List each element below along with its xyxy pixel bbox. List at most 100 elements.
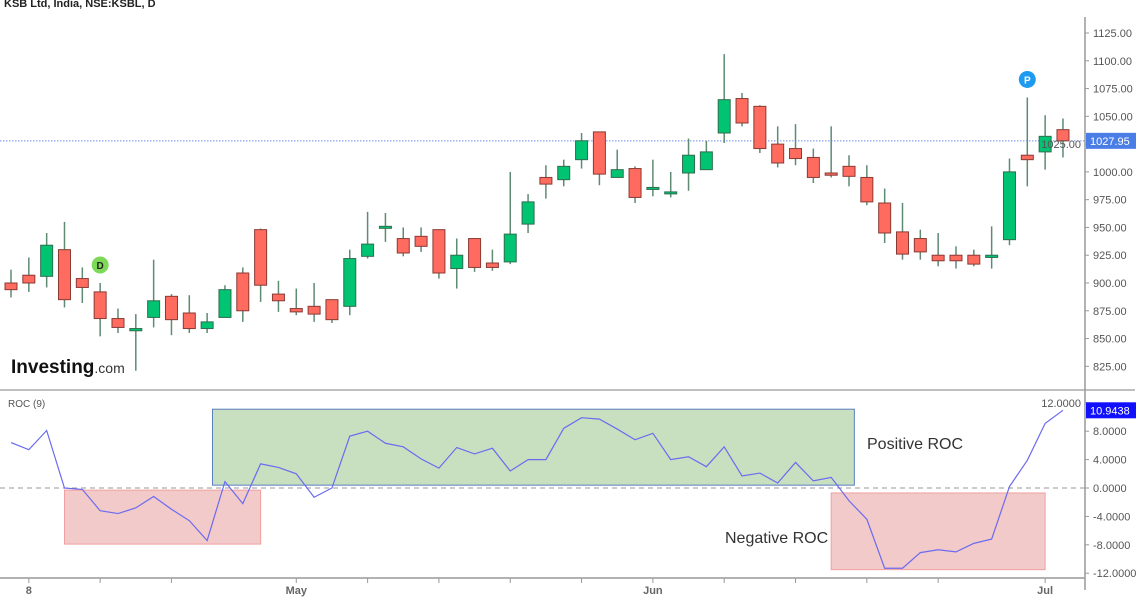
candle-body-up [985, 254, 999, 258]
candle [271, 280, 285, 312]
candle-body-up [343, 258, 357, 307]
candle-body-down [896, 231, 909, 255]
candle [539, 165, 553, 199]
negative-roc-box-early [63, 489, 262, 545]
candle [1020, 97, 1034, 187]
candle-body-up [450, 254, 464, 270]
price-tick-label: 850.00 [1093, 334, 1127, 346]
candle-body-up [147, 300, 161, 318]
candle-body-down [806, 156, 820, 178]
candle [1002, 158, 1016, 246]
candle [557, 159, 571, 187]
candle-body-down [1056, 129, 1070, 142]
candle-body-up [218, 289, 232, 318]
negative-roc-label: Negative ROC [725, 530, 828, 547]
candle-body-down [628, 168, 642, 198]
candle [735, 92, 749, 127]
negative-roc-box [830, 492, 1046, 571]
candle [789, 124, 803, 166]
price-tick-label: 1050.00 [1093, 111, 1133, 123]
candle-body-up [682, 154, 696, 174]
price-tick-label: 975.00 [1093, 195, 1127, 207]
candle-body-up [40, 244, 54, 277]
roc-tick-label: 8.0000 [1093, 426, 1127, 438]
price-tick-label: 1075.00 [1093, 84, 1133, 96]
last-price-badge [1086, 132, 1136, 149]
candle [218, 285, 232, 318]
candle [575, 132, 589, 169]
candle-body-down [254, 229, 268, 286]
candle-body-up [664, 191, 678, 195]
candle-body-down [271, 293, 285, 302]
candle-body-down [111, 318, 125, 328]
candle-body-down [931, 254, 945, 262]
candle [521, 194, 535, 233]
candle-body-up [503, 233, 517, 263]
price-tick-label: 875.00 [1093, 306, 1127, 318]
candle [432, 229, 446, 279]
x-tick-label: 8 [26, 585, 32, 597]
candle [860, 165, 874, 206]
candle [450, 238, 464, 289]
candle [75, 267, 89, 303]
candle [307, 282, 321, 322]
candle-body-down [4, 282, 18, 291]
candle [949, 246, 963, 269]
roc-tick-label: -8.0000 [1093, 540, 1130, 552]
candle-body-down [75, 278, 89, 288]
candle [111, 308, 125, 333]
candle [468, 238, 482, 272]
candle-body-down [432, 229, 446, 274]
candle-body-up [575, 140, 589, 161]
roc-tick-label: -4.0000 [1093, 511, 1130, 523]
roc-indicator-title: ROC (9) [8, 399, 45, 410]
candle [896, 202, 909, 260]
candle-body-down [289, 308, 303, 313]
candle-body-down [22, 274, 36, 284]
marker-p-icon [1018, 70, 1036, 88]
candle [414, 227, 428, 252]
candle-body-down [824, 172, 838, 176]
candle-body-down [967, 254, 981, 265]
price-tick-label: 925.00 [1093, 250, 1127, 262]
positive-roc-box [211, 408, 855, 486]
candle-body-up [1038, 135, 1052, 153]
candle [57, 221, 71, 308]
candle-body-down [325, 299, 339, 321]
candle [325, 299, 339, 323]
candle [361, 211, 375, 259]
candle-body-down [468, 238, 482, 268]
candle [164, 294, 178, 336]
candle [699, 140, 713, 171]
chart-title: KSB Ltd, India, NSE:KSBL, D [4, 0, 156, 10]
roc-last-label: 10.9438 [1090, 405, 1130, 417]
candle [753, 105, 767, 153]
candle [806, 148, 820, 183]
candle [396, 227, 410, 257]
candle [1056, 118, 1070, 158]
price-tick-label: 1025.00 [1041, 139, 1081, 151]
candle [664, 171, 678, 198]
price-tick-label: 1000.00 [1093, 167, 1133, 179]
marker-label: P [1024, 75, 1031, 86]
candle [93, 282, 107, 337]
candle [628, 166, 642, 203]
candle [682, 138, 696, 191]
x-tick-label: May [286, 585, 308, 597]
candle-body-down [1020, 154, 1034, 161]
candle-body-down [414, 235, 428, 247]
candle [878, 188, 892, 243]
roc-last-badge [1086, 402, 1136, 419]
candle-body-down [735, 98, 749, 124]
candle-body-down [913, 238, 927, 253]
roc-line [10, 409, 1064, 569]
candle-body-up [378, 225, 392, 229]
price-tick-label: 950.00 [1093, 222, 1127, 234]
candle [717, 54, 731, 143]
candle [592, 131, 606, 186]
candle [378, 212, 392, 242]
candle [842, 155, 856, 187]
candle [967, 249, 981, 267]
candle [4, 269, 18, 298]
